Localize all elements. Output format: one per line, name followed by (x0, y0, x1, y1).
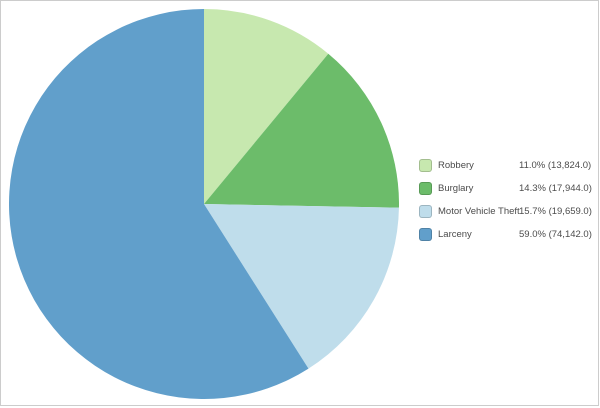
pie-slice-burglary[interactable] (204, 53, 400, 208)
legend-swatch-burglary (419, 182, 432, 195)
legend-label: Larceny (438, 229, 472, 240)
pie-slice-robbery[interactable] (204, 9, 329, 204)
pie-slice-larceny[interactable] (8, 9, 309, 399)
legend-item-larceny[interactable]: Larceny 59.0% (74,142.0) (419, 223, 595, 246)
legend-item-motor-vehicle-theft[interactable]: Motor Vehicle Theft 15.7% (19,659.0) (419, 200, 595, 223)
legend-swatch-larceny (419, 228, 432, 241)
legend-swatch-motor-vehicle-theft (419, 205, 432, 218)
pie-chart-svg (8, 9, 400, 399)
legend-value: 59.0% (74,142.0) (519, 229, 592, 240)
pie-chart (8, 9, 400, 399)
pie-slice-motor-vehicle-theft[interactable] (204, 204, 399, 369)
legend: Robbery 11.0% (13,824.0) Burglary 14.3% … (419, 154, 595, 246)
legend-value: 15.7% (19,659.0) (519, 206, 592, 217)
legend-label: Burglary (438, 183, 474, 194)
legend-value: 11.0% (13,824.0) (519, 160, 592, 171)
legend-label: Robbery (438, 160, 474, 171)
legend-item-burglary[interactable]: Burglary 14.3% (17,944.0) (419, 177, 595, 200)
legend-item-robbery[interactable]: Robbery 11.0% (13,824.0) (419, 154, 595, 177)
legend-label: Motor Vehicle Theft (438, 206, 520, 217)
legend-swatch-robbery (419, 159, 432, 172)
legend-value: 14.3% (17,944.0) (519, 183, 592, 194)
